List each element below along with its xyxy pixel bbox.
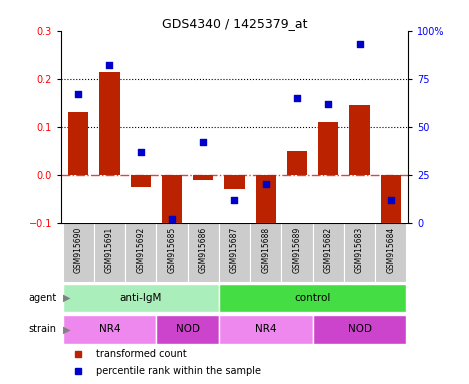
Bar	[99, 71, 120, 175]
Bar	[62, 223, 94, 282]
Text: strain: strain	[28, 324, 56, 334]
Point	[262, 181, 270, 187]
Bar	[224, 175, 245, 189]
Bar	[381, 175, 401, 230]
Text: GSM915683: GSM915683	[355, 227, 364, 273]
Bar	[219, 223, 250, 282]
Text: ▶: ▶	[63, 324, 71, 334]
Point	[231, 197, 238, 203]
Text: anti-IgM: anti-IgM	[120, 293, 162, 303]
Point	[75, 91, 82, 97]
Bar	[219, 315, 313, 344]
Bar	[219, 284, 407, 312]
Bar	[62, 284, 219, 312]
Bar	[349, 105, 370, 175]
Bar	[287, 151, 307, 175]
Text: GSM915688: GSM915688	[261, 227, 270, 273]
Bar	[62, 315, 156, 344]
Text: GDS4340 / 1425379_at: GDS4340 / 1425379_at	[162, 17, 307, 30]
Point	[293, 95, 301, 101]
Bar	[162, 175, 182, 230]
Bar	[313, 223, 344, 282]
Text: GSM915685: GSM915685	[167, 227, 176, 273]
Bar	[250, 223, 281, 282]
Bar	[344, 223, 375, 282]
Text: GSM915691: GSM915691	[105, 227, 114, 273]
Text: GSM915686: GSM915686	[199, 227, 208, 273]
Bar	[156, 223, 188, 282]
Bar	[156, 315, 219, 344]
Text: NOD: NOD	[175, 324, 200, 334]
Text: NR4: NR4	[98, 324, 120, 334]
Text: transformed count: transformed count	[96, 349, 186, 359]
Point	[106, 62, 113, 68]
Text: control: control	[295, 293, 331, 303]
Point	[199, 139, 207, 145]
Text: agent: agent	[28, 293, 56, 303]
Text: ▶: ▶	[63, 293, 71, 303]
Text: GSM915690: GSM915690	[74, 227, 83, 273]
Text: GSM915689: GSM915689	[293, 227, 302, 273]
Bar	[188, 223, 219, 282]
Text: GSM915692: GSM915692	[136, 227, 145, 273]
Bar	[125, 223, 156, 282]
Bar	[375, 223, 407, 282]
Point	[137, 149, 144, 155]
Text: GSM915684: GSM915684	[386, 227, 395, 273]
Point	[387, 197, 394, 203]
Text: GSM915687: GSM915687	[230, 227, 239, 273]
Bar	[313, 315, 407, 344]
Bar	[318, 122, 339, 175]
Point	[325, 101, 332, 107]
Bar	[281, 223, 313, 282]
Bar	[94, 223, 125, 282]
Text: GSM915682: GSM915682	[324, 227, 333, 273]
Text: percentile rank within the sample: percentile rank within the sample	[96, 366, 261, 376]
Bar	[68, 113, 88, 175]
Point	[356, 41, 363, 47]
Bar	[130, 175, 151, 187]
Bar	[256, 175, 276, 230]
Text: NR4: NR4	[255, 324, 277, 334]
Text: NOD: NOD	[348, 324, 371, 334]
Point	[168, 216, 176, 222]
Bar	[193, 175, 213, 180]
